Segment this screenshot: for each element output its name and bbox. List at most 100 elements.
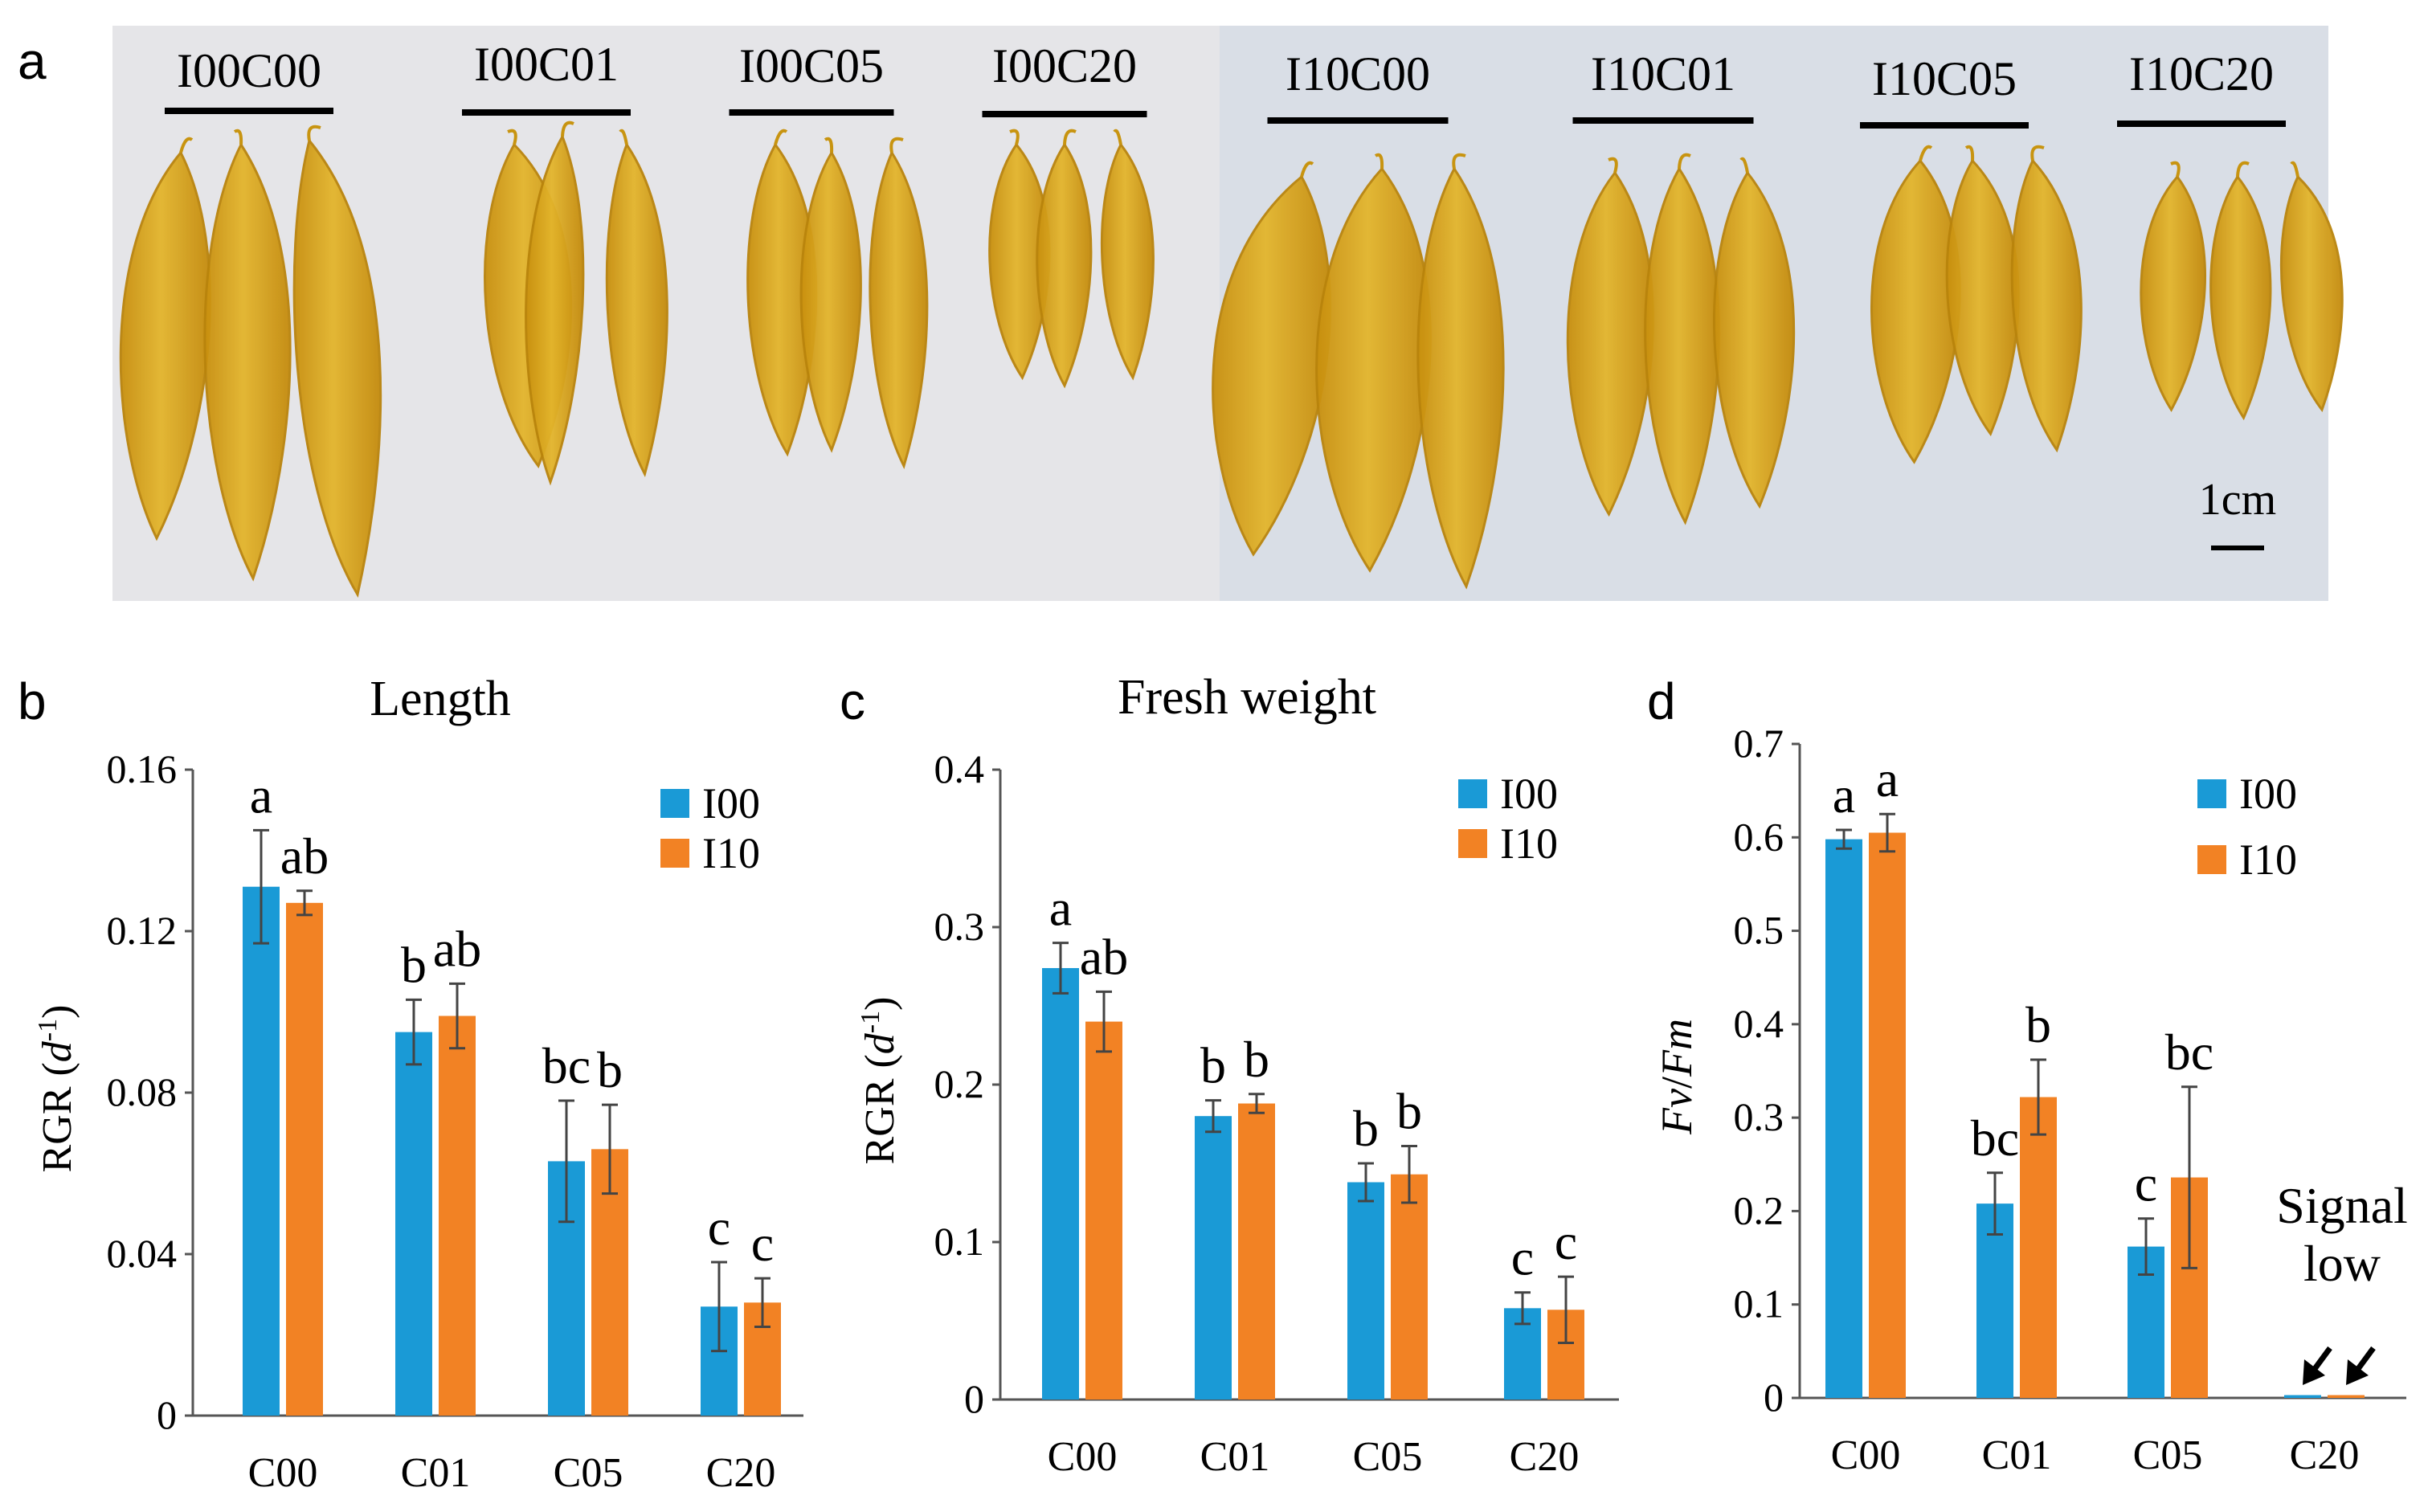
scale-bar-label: 1cm [2199, 475, 2276, 525]
kelp-blade [2140, 174, 2207, 412]
bar-i00-c01 [1976, 1203, 2013, 1398]
legend-swatch-i00 [1458, 779, 1487, 808]
photo-label-i00c20: I00C20 [992, 39, 1137, 92]
legend-label-i00: I00 [2239, 770, 2297, 818]
significance-letter: a [1833, 766, 1855, 823]
kelp-stipe [1678, 153, 1691, 170]
x-tick-label-c20: C20 [706, 1450, 776, 1496]
kelp-stipe [1919, 145, 1933, 161]
significance-letter: c [2135, 1155, 2157, 1212]
kelp-blade [1100, 142, 1155, 381]
kelp-blades [119, 121, 2344, 599]
bar-i10-c00 [286, 902, 323, 1416]
annotation-text: low [2303, 1235, 2381, 1292]
y-tick-label: 0.1 [934, 1219, 985, 1264]
kelp-stipe [889, 137, 904, 153]
bar-i00-c00 [1825, 839, 1862, 1398]
kelp-stipe [1608, 157, 1618, 174]
bar-i10-c20 [2328, 1395, 2365, 1398]
y-tick-label: 0.04 [107, 1231, 178, 1276]
panel-a-letter: a [18, 32, 47, 90]
panel-a: a I00C00 I00C01 I00C05 I00C20 I10C00 I10C01 I1… [18, 26, 2344, 601]
significance-letter: ab [280, 828, 329, 885]
y-tick-label: 0 [964, 1376, 984, 1421]
kelp-stipe [1739, 157, 1749, 174]
kelp-blade [1036, 142, 1093, 389]
kelp-blade [525, 133, 585, 486]
panel-c-letter: c [840, 672, 865, 730]
annotation-text: Signal [2276, 1177, 2408, 1234]
kelp-stipe [507, 129, 517, 145]
significance-letter: a [250, 766, 272, 823]
x-tick-label-c01: C01 [1200, 1434, 1270, 1480]
kelp-blade [2010, 158, 2083, 453]
chart-b-y-axis-label: RGR (d-1) [33, 1005, 80, 1173]
kelp-stipe [179, 137, 194, 153]
bar-i10-c01 [2020, 1097, 2057, 1398]
photo-label-i10c01: I10C01 [1591, 47, 1735, 100]
kelp-stipe [1452, 153, 1466, 170]
chart-b-title: Length [370, 672, 511, 726]
bar-i10-c00 [1869, 832, 1906, 1398]
y-tick-label: 0.2 [934, 1061, 985, 1106]
legend-label-i00: I00 [702, 779, 760, 828]
legend-swatch-i00 [2197, 779, 2226, 808]
bar-i10-c00 [1085, 1021, 1122, 1400]
kelp-blade [869, 149, 929, 470]
legend-swatch-i10 [1458, 829, 1487, 858]
legend-swatch-i00 [660, 789, 689, 818]
kelp-blade [203, 141, 292, 582]
legend-label-i10: I10 [2239, 836, 2297, 884]
x-tick-label-c00: C00 [248, 1450, 318, 1496]
bar-i10-c01 [439, 1015, 476, 1416]
photo-labels: I00C00 I00C01 I00C05 I00C20 I10C00 I10C01 I10C… [165, 38, 2286, 129]
kelp-stipe [561, 121, 574, 137]
kelp-stipe [2030, 145, 2045, 161]
bar-i00-c05 [1347, 1182, 1384, 1400]
significance-letter: bc [542, 1037, 591, 1094]
significance-letter: c [1555, 1213, 1577, 1270]
bar-i00-c00 [1042, 967, 1079, 1400]
bar-i00-c01 [1195, 1116, 1232, 1400]
kelp-stipe [233, 129, 243, 145]
x-tick-label-c05: C05 [554, 1450, 623, 1496]
photo-label-i00c05: I00C05 [739, 39, 884, 92]
kelp-blade [2209, 174, 2272, 421]
kelp-stipe [1113, 129, 1122, 145]
kelp-stipe [2290, 161, 2299, 178]
x-tick-label-c00: C00 [1048, 1434, 1118, 1480]
significance-letter: c [751, 1215, 774, 1272]
y-tick-label: 0.16 [107, 746, 178, 791]
kelp-stipe [1063, 129, 1077, 145]
legend-label-i10: I10 [1500, 819, 1558, 868]
y-tick-label: 0.08 [107, 1069, 178, 1114]
panel-c-fresh-weight-chart: c Fresh weight RGR (d-1) 0 0.1 0.2 0.3 0.4 C0… [840, 670, 1619, 1480]
kelp-blade [1644, 166, 1721, 525]
y-tick-label: 0.4 [1734, 1001, 1784, 1046]
significance-letter: c [708, 1199, 730, 1256]
significance-letter: b [1244, 1031, 1269, 1088]
legend-label-i10: I10 [702, 829, 760, 877]
y-tick-label: 0.2 [1734, 1187, 1784, 1232]
x-tick-label-c01: C01 [401, 1450, 471, 1496]
kelp-blade [292, 137, 382, 599]
chart-c-title: Fresh weight [1118, 670, 1376, 725]
significance-letter: b [1353, 1100, 1379, 1157]
x-tick-label-c01: C01 [1982, 1432, 2052, 1478]
kelp-blade [2279, 174, 2344, 413]
x-tick-label-c05: C05 [1353, 1434, 1423, 1480]
y-tick-label: 0.1 [1734, 1281, 1784, 1326]
kelp-stipe [307, 125, 321, 141]
significance-letter: b [1396, 1082, 1422, 1139]
y-tick-label: 0.4 [934, 746, 985, 791]
photo-label-i00c01: I00C01 [474, 38, 619, 91]
y-tick-label: 0 [157, 1392, 177, 1437]
kelp-blade [799, 150, 862, 453]
panel-b-length-chart: b Length RGR (d-1) 0 0.04 0.08 0.12 0.16 C00 C… [18, 672, 803, 1496]
significance-letter: bc [2165, 1024, 2213, 1081]
x-tick-label-c00: C00 [1831, 1432, 1901, 1478]
kelp-blade [1945, 158, 2020, 437]
significance-letter: b [1200, 1037, 1226, 1094]
kelp-blade [605, 141, 668, 478]
